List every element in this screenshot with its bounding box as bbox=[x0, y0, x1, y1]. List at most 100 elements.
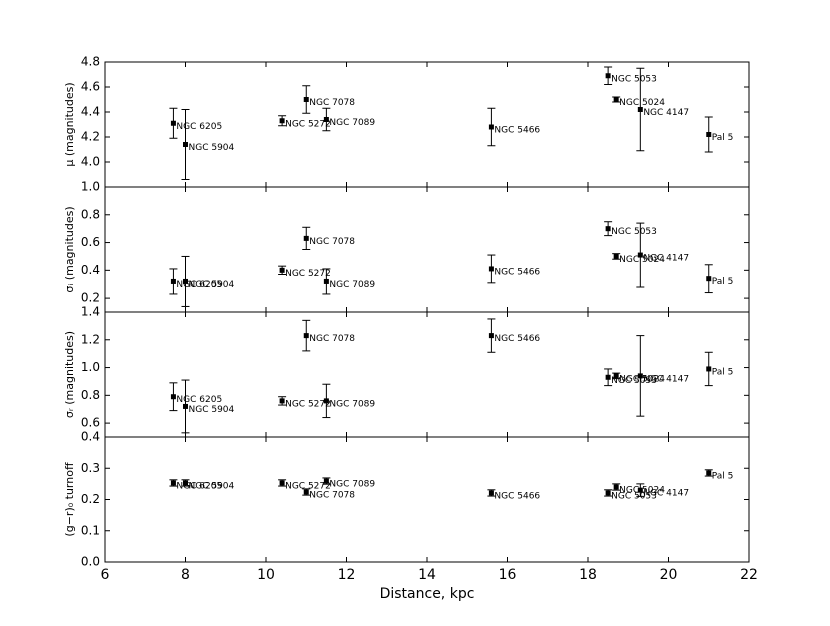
y-tick-label: 4.4 bbox=[81, 105, 100, 119]
x-tick-label: 22 bbox=[740, 567, 758, 583]
point-label: NGC 7078 bbox=[309, 237, 355, 247]
x-tick-label: 14 bbox=[418, 567, 436, 583]
point-label: NGC 6205 bbox=[176, 280, 222, 290]
point bbox=[323, 117, 329, 122]
point-label: NGC 7089 bbox=[329, 280, 375, 290]
y-axis-label: σᵢ (magnitudes) bbox=[63, 206, 76, 292]
y-tick-label: 4.2 bbox=[81, 130, 100, 144]
point bbox=[488, 490, 494, 496]
x-tick-label: 8 bbox=[181, 567, 190, 583]
point bbox=[613, 97, 619, 102]
point bbox=[488, 333, 494, 339]
y-tick-label: 0.6 bbox=[81, 235, 100, 249]
point bbox=[303, 489, 309, 495]
y-axis-label: (g−r)₀ turnoff bbox=[63, 462, 76, 537]
point-label: NGC 5272 bbox=[285, 119, 331, 129]
point bbox=[303, 333, 309, 339]
y-tick-label: 0.2 bbox=[81, 291, 100, 305]
y-tick-label: 1.2 bbox=[81, 332, 100, 346]
point bbox=[170, 278, 176, 284]
point bbox=[613, 373, 619, 379]
y-tick-label: 0.2 bbox=[81, 492, 100, 506]
point bbox=[303, 235, 309, 241]
point bbox=[183, 480, 188, 486]
point bbox=[605, 374, 611, 380]
point bbox=[637, 107, 643, 112]
point bbox=[605, 226, 611, 232]
y-tick-label: 0.1 bbox=[81, 523, 100, 537]
point bbox=[170, 480, 176, 486]
point-label: NGC 5904 bbox=[189, 280, 235, 290]
point-label: NGC 5024 bbox=[619, 255, 665, 265]
point-label: NGC 5904 bbox=[189, 481, 235, 491]
point-label: NGC 7089 bbox=[329, 399, 375, 409]
point-label: NGC 5904 bbox=[189, 405, 235, 415]
point bbox=[637, 252, 643, 258]
point-label: NGC 7089 bbox=[329, 480, 375, 490]
y-tick-label: 0.8 bbox=[81, 388, 100, 402]
point-label: NGC 5053 bbox=[611, 491, 657, 501]
y-tick-label: 4.8 bbox=[81, 55, 100, 69]
point bbox=[605, 490, 611, 496]
x-axis-label: Distance, kpc bbox=[380, 586, 475, 602]
y-tick-label: 4.6 bbox=[81, 80, 100, 94]
point-label: NGC 4147 bbox=[643, 254, 689, 264]
point-label: NGC 6205 bbox=[176, 481, 222, 491]
point bbox=[605, 73, 611, 79]
point bbox=[279, 480, 285, 486]
point-label: NGC 4147 bbox=[643, 374, 689, 384]
x-tick-label: 16 bbox=[499, 567, 517, 583]
point bbox=[706, 470, 712, 476]
point-label: NGC 5466 bbox=[494, 491, 540, 501]
point-label: NGC 6205 bbox=[176, 122, 222, 132]
point-label: NGC 5053 bbox=[611, 74, 657, 84]
point bbox=[183, 403, 188, 409]
x-tick-label: 10 bbox=[257, 567, 275, 583]
y-tick-label: 0.4 bbox=[81, 263, 100, 277]
point-label: NGC 5466 bbox=[494, 334, 540, 344]
point bbox=[613, 484, 619, 490]
y-tick-label: 0.6 bbox=[81, 416, 100, 430]
point-label: Pal 5 bbox=[712, 133, 734, 143]
x-tick-label: 12 bbox=[338, 567, 356, 583]
y-axis-label: σᵣ (magnitudes) bbox=[63, 331, 76, 418]
point bbox=[323, 398, 329, 404]
y-tick-label: 4.0 bbox=[81, 155, 100, 169]
y-tick-label: 0.8 bbox=[81, 207, 100, 221]
x-tick-label: 18 bbox=[579, 567, 597, 583]
point bbox=[183, 142, 188, 147]
point bbox=[706, 132, 712, 137]
point-label: NGC 5272 bbox=[285, 269, 331, 279]
point-label: NGC 4147 bbox=[643, 108, 689, 118]
point bbox=[323, 478, 329, 484]
point bbox=[637, 373, 643, 379]
point bbox=[488, 266, 494, 272]
y-tick-label: 0.0 bbox=[81, 555, 100, 569]
point-label: Pal 5 bbox=[712, 471, 734, 481]
point bbox=[170, 394, 176, 400]
point-label: NGC 6205 bbox=[176, 395, 222, 405]
point bbox=[279, 118, 285, 124]
point-label: NGC 5466 bbox=[494, 126, 540, 136]
point-label: NGC 7089 bbox=[329, 118, 375, 128]
point-label: NGC 5053 bbox=[611, 376, 657, 386]
point bbox=[706, 276, 712, 282]
point bbox=[637, 487, 643, 493]
y-tick-label: 1.0 bbox=[81, 360, 100, 374]
point-label: NGC 7078 bbox=[309, 334, 355, 344]
point-label: NGC 5272 bbox=[285, 481, 331, 491]
y-tick-label: 0.4 bbox=[81, 430, 100, 444]
point-label: NGC 5272 bbox=[285, 399, 331, 409]
point-label: NGC 7078 bbox=[309, 98, 355, 108]
point-label: Pal 5 bbox=[712, 367, 734, 377]
y-tick-label: 1.0 bbox=[81, 180, 100, 194]
point-label: Pal 5 bbox=[712, 277, 734, 287]
point bbox=[706, 366, 712, 372]
point-label: NGC 4147 bbox=[643, 489, 689, 499]
point bbox=[279, 398, 285, 404]
x-tick-label: 6 bbox=[101, 567, 110, 583]
point bbox=[170, 120, 176, 126]
point bbox=[613, 253, 619, 259]
point-label: NGC 5024 bbox=[619, 374, 665, 384]
